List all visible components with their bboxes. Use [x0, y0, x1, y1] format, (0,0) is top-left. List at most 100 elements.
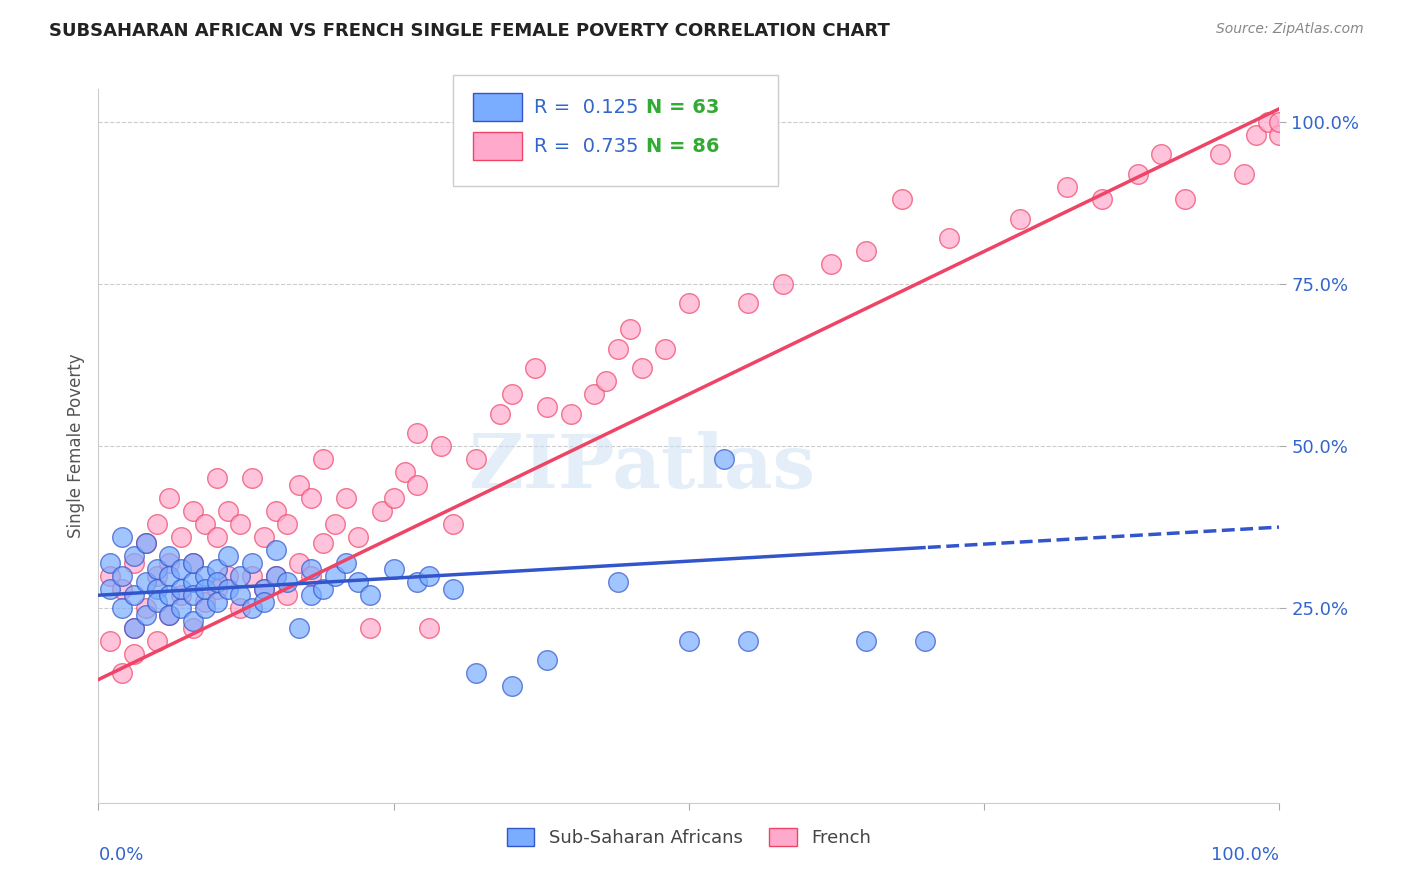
- Point: [855, 633, 877, 648]
- Point: [157, 607, 180, 622]
- Point: [135, 575, 157, 590]
- Point: [146, 582, 169, 596]
- Point: [194, 516, 217, 531]
- Point: [382, 491, 405, 505]
- Point: [205, 471, 228, 485]
- Point: [181, 556, 204, 570]
- Point: [122, 588, 145, 602]
- Point: [489, 407, 512, 421]
- Point: [229, 588, 252, 602]
- Point: [371, 504, 394, 518]
- Point: [181, 504, 204, 518]
- Point: [217, 582, 239, 596]
- Point: [678, 633, 700, 648]
- Point: [713, 452, 735, 467]
- Point: [312, 452, 335, 467]
- Point: [382, 562, 405, 576]
- Point: [855, 244, 877, 259]
- Point: [157, 568, 180, 582]
- Point: [1091, 193, 1114, 207]
- Point: [240, 556, 263, 570]
- Point: [157, 549, 180, 564]
- Point: [205, 582, 228, 596]
- Point: [194, 601, 217, 615]
- Point: [678, 296, 700, 310]
- Point: [170, 588, 193, 602]
- Point: [111, 568, 134, 582]
- Point: [347, 575, 370, 590]
- Point: [194, 595, 217, 609]
- Point: [146, 562, 169, 576]
- Text: N = 63: N = 63: [647, 97, 720, 117]
- Point: [418, 621, 440, 635]
- Point: [111, 530, 134, 544]
- Point: [406, 575, 429, 590]
- Point: [299, 568, 322, 582]
- Point: [737, 296, 759, 310]
- Point: [181, 575, 204, 590]
- Point: [157, 491, 180, 505]
- Point: [98, 633, 121, 648]
- Point: [299, 588, 322, 602]
- Point: [135, 536, 157, 550]
- Text: SUBSAHARAN AFRICAN VS FRENCH SINGLE FEMALE POVERTY CORRELATION CHART: SUBSAHARAN AFRICAN VS FRENCH SINGLE FEMA…: [49, 22, 890, 40]
- Point: [135, 536, 157, 550]
- Point: [264, 504, 287, 518]
- Point: [253, 582, 276, 596]
- Point: [737, 633, 759, 648]
- Point: [299, 491, 322, 505]
- Point: [501, 387, 523, 401]
- Point: [772, 277, 794, 291]
- Text: 100.0%: 100.0%: [1212, 846, 1279, 863]
- Point: [347, 530, 370, 544]
- Point: [359, 588, 381, 602]
- Point: [418, 568, 440, 582]
- Point: [122, 556, 145, 570]
- Point: [264, 542, 287, 557]
- Point: [98, 556, 121, 570]
- Point: [98, 568, 121, 582]
- Point: [335, 556, 357, 570]
- Point: [323, 516, 346, 531]
- Point: [607, 575, 630, 590]
- Point: [288, 556, 311, 570]
- Point: [205, 530, 228, 544]
- Point: [288, 478, 311, 492]
- Point: [146, 568, 169, 582]
- Point: [1268, 114, 1291, 128]
- Text: 0.0%: 0.0%: [98, 846, 143, 863]
- Point: [288, 621, 311, 635]
- Point: [1056, 179, 1078, 194]
- Point: [1244, 128, 1267, 142]
- Point: [205, 595, 228, 609]
- Point: [820, 257, 842, 271]
- FancyBboxPatch shape: [453, 75, 778, 186]
- Point: [253, 530, 276, 544]
- Point: [122, 647, 145, 661]
- Point: [122, 621, 145, 635]
- Point: [181, 556, 204, 570]
- Point: [595, 374, 617, 388]
- Point: [217, 568, 239, 582]
- Point: [264, 568, 287, 582]
- Point: [441, 582, 464, 596]
- Point: [524, 361, 547, 376]
- Point: [299, 562, 322, 576]
- FancyBboxPatch shape: [472, 93, 523, 121]
- Text: R =  0.735: R = 0.735: [534, 136, 638, 156]
- Point: [359, 621, 381, 635]
- Text: Source: ZipAtlas.com: Source: ZipAtlas.com: [1216, 22, 1364, 37]
- Text: ZIPatlas: ZIPatlas: [468, 431, 815, 504]
- Point: [229, 516, 252, 531]
- Point: [146, 516, 169, 531]
- Point: [170, 582, 193, 596]
- Point: [217, 549, 239, 564]
- Point: [312, 536, 335, 550]
- Point: [229, 601, 252, 615]
- Point: [194, 568, 217, 582]
- Point: [264, 568, 287, 582]
- Point: [501, 679, 523, 693]
- Point: [1174, 193, 1197, 207]
- Point: [240, 568, 263, 582]
- Point: [181, 614, 204, 628]
